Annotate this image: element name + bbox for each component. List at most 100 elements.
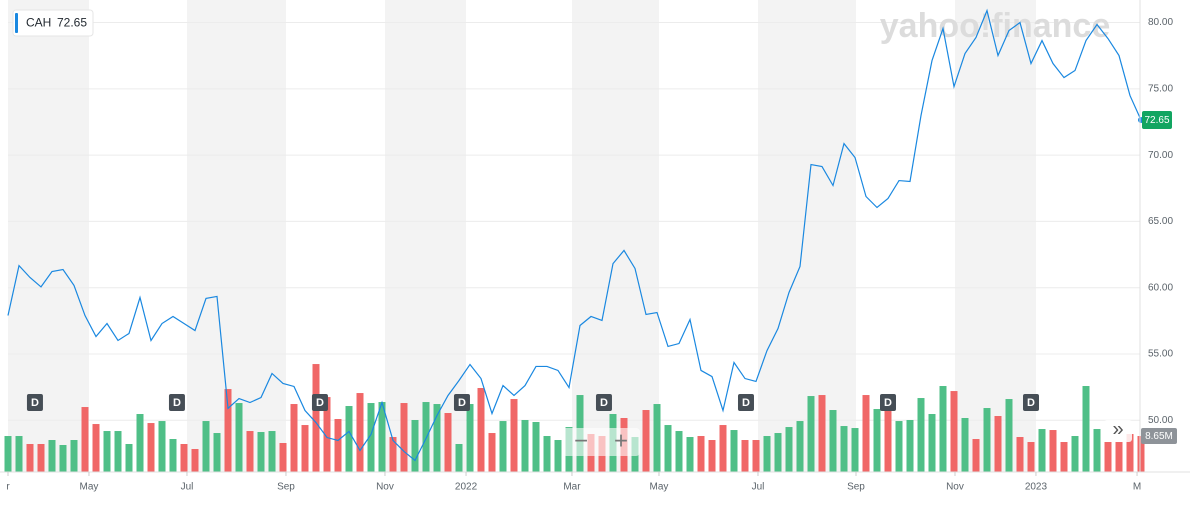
dividend-label: D [600, 397, 608, 409]
y-tick-label: 75.00 [1148, 83, 1173, 94]
volume-bar [202, 421, 210, 472]
volume-bar [466, 404, 474, 472]
volume-bar [103, 431, 111, 472]
scroll-button[interactable] [1104, 420, 1132, 442]
volume-bar [444, 413, 452, 472]
volume-bar [378, 402, 386, 472]
volume-bar [895, 421, 903, 472]
volume-bar [1115, 442, 1123, 472]
volume-bar [818, 395, 826, 472]
x-tick-label: Sep [847, 482, 865, 493]
volume: 8.65M [4, 364, 1177, 472]
volume-bar [884, 399, 892, 472]
zoom-in[interactable]: + [614, 427, 628, 454]
volume-bar [1060, 442, 1068, 472]
price-line [7, 8, 1142, 462]
volume-bar [928, 414, 936, 472]
dividend-label: D [884, 397, 892, 409]
volume-bar [15, 436, 23, 472]
band [187, 0, 286, 472]
x-tick-label: Sep [277, 482, 295, 493]
volume-bar [730, 430, 738, 472]
volume-bar [752, 440, 760, 472]
volume-bar [532, 421, 540, 472]
volume-bar [862, 395, 870, 472]
volume-bar [224, 389, 232, 472]
y-tick-label: 80.00 [1148, 17, 1173, 28]
volume-bar [312, 364, 320, 472]
volume-bar [411, 420, 419, 472]
volume-bar [158, 421, 166, 472]
volume-bar [235, 403, 243, 472]
zoom-box [562, 428, 640, 456]
x-tick-label: r [6, 482, 10, 493]
legend-value: 72.65 [57, 16, 87, 30]
dividend-marker [26, 394, 43, 411]
legend-symbol: CAH [26, 16, 51, 30]
x-tick-label: Jul [181, 482, 194, 493]
y-tick-label: 65.00 [1148, 216, 1173, 227]
volume-bar [697, 436, 705, 472]
volume-bar [246, 431, 254, 472]
volume-bar [356, 393, 364, 472]
volume-bar [543, 436, 551, 472]
volume-bar [807, 396, 815, 472]
volume-bar [708, 440, 716, 472]
volume-bar [433, 404, 441, 472]
volume-bar [4, 436, 12, 472]
x-tick-label: Nov [376, 482, 394, 493]
volume-bar [422, 402, 430, 472]
x-tick-label: May [650, 482, 669, 493]
volume-bar [1137, 436, 1145, 472]
price-tag-bg [1142, 110, 1172, 129]
y-tick-label: 50.00 [1148, 415, 1173, 426]
x-tick-label: M [1133, 482, 1141, 493]
volume-bar [774, 433, 782, 472]
volume-bar [334, 419, 342, 472]
volume-bar [785, 427, 793, 472]
volume-bar [1093, 429, 1101, 472]
volume-bar [873, 409, 881, 472]
x-tick-label: May [80, 482, 99, 493]
volume-bar [554, 440, 562, 472]
legend-box [12, 9, 94, 37]
volume-bar [1027, 442, 1035, 472]
band [8, 0, 89, 472]
scroll-right[interactable]: » [1112, 418, 1123, 440]
volume-bar [1126, 434, 1134, 472]
dividend-marker [1023, 394, 1039, 411]
volume-bar [906, 420, 914, 472]
volume-bar [290, 404, 298, 472]
volume-bar [719, 425, 727, 472]
volume-bar [829, 410, 837, 472]
x-tick-label: 2023 [1025, 482, 1048, 493]
zoom-out[interactable]: − [574, 427, 588, 454]
volume-bar [455, 444, 463, 472]
volume-tag-bg [1141, 428, 1177, 444]
volume-bar [323, 397, 331, 472]
zoom-controls: − + [562, 427, 640, 456]
volume-bar [81, 407, 89, 472]
dividend-marker [595, 394, 612, 411]
volume-bar [972, 439, 980, 472]
volume-bar [345, 406, 353, 472]
volume-bar [92, 424, 100, 472]
grid [8, 22, 1140, 421]
volume-bar [994, 416, 1002, 472]
volume-bar [521, 420, 529, 472]
volume-bar [664, 425, 672, 472]
price: 72.65 [7, 8, 1172, 462]
volume-bar [125, 444, 133, 472]
band [758, 0, 856, 472]
watermark: yahoo!finance [880, 7, 1110, 45]
volume-bar [510, 399, 518, 472]
volume-bar [653, 404, 661, 472]
volume-bar [1071, 436, 1079, 472]
volume-bar [917, 398, 925, 472]
volume-bar [1049, 430, 1057, 472]
volume-bar [796, 421, 804, 472]
band [955, 0, 1036, 472]
volume-bar [477, 388, 485, 472]
dividend-label: D [1027, 397, 1035, 409]
